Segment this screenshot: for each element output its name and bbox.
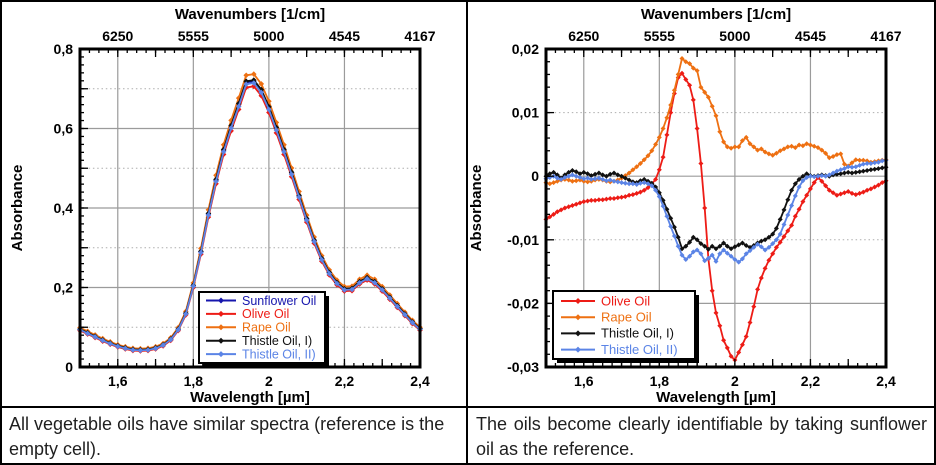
- left-chart-panel: Wavenumbers [1/cm] 6250 5555 5000 4545 4167 1,…: [2, 2, 468, 406]
- y-tick-label: 0,2: [54, 280, 74, 296]
- legend-label: Rape Oil: [601, 310, 652, 325]
- axis-ticks: [79, 48, 421, 368]
- right-chart: Wavenumbers [1/cm] 6250 5555 5000 4545 4167 1,…: [468, 6, 902, 406]
- top-tick-label: 5000: [719, 28, 750, 44]
- legend-item-thistle-oil-ii: Thistle Oil, II): [561, 342, 678, 357]
- legend-item-thistle-oil-i: Thistle Oil, I): [561, 326, 674, 341]
- y-tick-label: 0,4: [54, 200, 74, 216]
- legend-item-olive-oil: Olive Oil: [561, 293, 650, 308]
- legend-label: Olive Oil: [601, 293, 650, 308]
- x-tick-label: 2,2: [335, 373, 355, 389]
- legend-swatch-marker: [575, 314, 581, 321]
- top-axis-title: Wavenumbers [1/cm]: [641, 6, 791, 23]
- legend-item-rape-oil: Rape Oil: [561, 310, 652, 325]
- legend-label: Rape Oil: [242, 321, 291, 335]
- x-tick-label: 2: [731, 373, 739, 389]
- x-tick-label: 1,8: [184, 373, 204, 389]
- legend-item-thistle-oil-i: Thistle Oil, I): [206, 334, 312, 348]
- x-tick-label: 1,8: [650, 373, 670, 389]
- caption-right: The oils become clearly identifiable by …: [468, 406, 934, 463]
- x-tick-label: 1,6: [108, 373, 128, 389]
- x-tick-label: 2,4: [410, 373, 430, 389]
- legend-swatch-marker: [575, 346, 581, 353]
- y-tick-label: -0,02: [507, 295, 539, 311]
- top-tick-label: 4545: [329, 28, 360, 44]
- y-axis-title: Absorbance: [9, 165, 26, 252]
- legend-label: Thistle Oil, I): [601, 326, 674, 341]
- legend-item-sunflower-oil: Sunflower Oil: [206, 294, 316, 308]
- legend-label: Sunflower Oil: [242, 294, 316, 308]
- axis-labels: Wavenumbers [1/cm] 6250 5555 5000 4545 4167 1,…: [9, 6, 436, 406]
- top-tick-label: 5000: [253, 28, 284, 44]
- y-tick-label: 0,02: [512, 41, 539, 57]
- legend-label: Olive Oil: [242, 307, 289, 321]
- top-tick-label: 6250: [102, 28, 133, 44]
- top-axis-title: Wavenumbers [1/cm]: [175, 6, 325, 23]
- series-olive-oil: [543, 70, 889, 363]
- gridlines: [546, 49, 886, 367]
- y-tick-label: -0,03: [507, 359, 539, 375]
- y-tick-label: 0,6: [54, 121, 74, 137]
- y-axis-title: Absorbance: [468, 165, 485, 252]
- legend-swatch-marker: [575, 298, 581, 304]
- x-tick-label: 2,4: [876, 373, 896, 389]
- legend-swatch-marker: [218, 324, 224, 331]
- series-line: [79, 73, 421, 350]
- series-rape-oil: [543, 56, 889, 187]
- y-tick-label: 0,01: [512, 105, 539, 121]
- top-tick-label: 4167: [870, 28, 901, 44]
- legend-swatch-marker: [218, 297, 224, 304]
- x-tick-label: 1,6: [574, 373, 594, 389]
- top-tick-label: 6250: [568, 28, 599, 44]
- series-line: [79, 82, 421, 352]
- legend-label: Thistle Oil, II): [242, 347, 316, 361]
- legend-label: Thistle Oil, I): [242, 334, 312, 348]
- left-chart: Wavenumbers [1/cm] 6250 5555 5000 4545 4167 1,…: [9, 6, 436, 406]
- legend-label: Thistle Oil, II): [601, 342, 678, 357]
- y-tick-label: 0,8: [54, 41, 74, 57]
- legend-item-thistle-oil-ii: Thistle Oil, II): [206, 347, 316, 361]
- x-axis-title: Wavelength [µm]: [656, 389, 776, 406]
- y-tick-label: -0,01: [507, 232, 539, 248]
- y-tick-label: 0: [65, 359, 73, 375]
- y-tick-label: 0: [531, 168, 539, 184]
- axis-labels: Wavenumbers [1/cm] 6250 5555 5000 4545 4167 1,…: [468, 6, 902, 406]
- x-tick-label: 2: [265, 373, 273, 389]
- legend-item-rape-oil: Rape Oil: [206, 321, 291, 335]
- top-tick-label: 4545: [795, 28, 826, 44]
- top-tick-label: 5555: [178, 28, 209, 44]
- series-markers: [543, 157, 889, 265]
- right-chart-panel: Wavenumbers [1/cm] 6250 5555 5000 4545 4167 1,…: [468, 2, 934, 406]
- x-axis-title: Wavelength [µm]: [190, 389, 310, 406]
- caption-left: All vegetable oils have similar spectra …: [2, 406, 468, 463]
- legend-swatch-marker: [575, 330, 581, 337]
- legend-swatch-marker: [218, 337, 224, 344]
- x-tick-label: 2,2: [801, 373, 821, 389]
- legend-swatch-marker: [218, 351, 224, 358]
- legend-swatch-marker: [218, 310, 224, 317]
- legend-item-olive-oil: Olive Oil: [206, 307, 289, 321]
- series-markers: [543, 164, 889, 252]
- series-line: [545, 57, 887, 185]
- series-markers: [77, 83, 423, 354]
- top-tick-label: 4167: [404, 28, 435, 44]
- series-thistle-oil-ii: [543, 157, 889, 265]
- series-thistle-oil-ii: [77, 80, 423, 354]
- top-tick-label: 5555: [644, 28, 675, 44]
- series-markers: [77, 80, 423, 354]
- gridlines: [80, 49, 420, 367]
- series-markers: [543, 56, 889, 187]
